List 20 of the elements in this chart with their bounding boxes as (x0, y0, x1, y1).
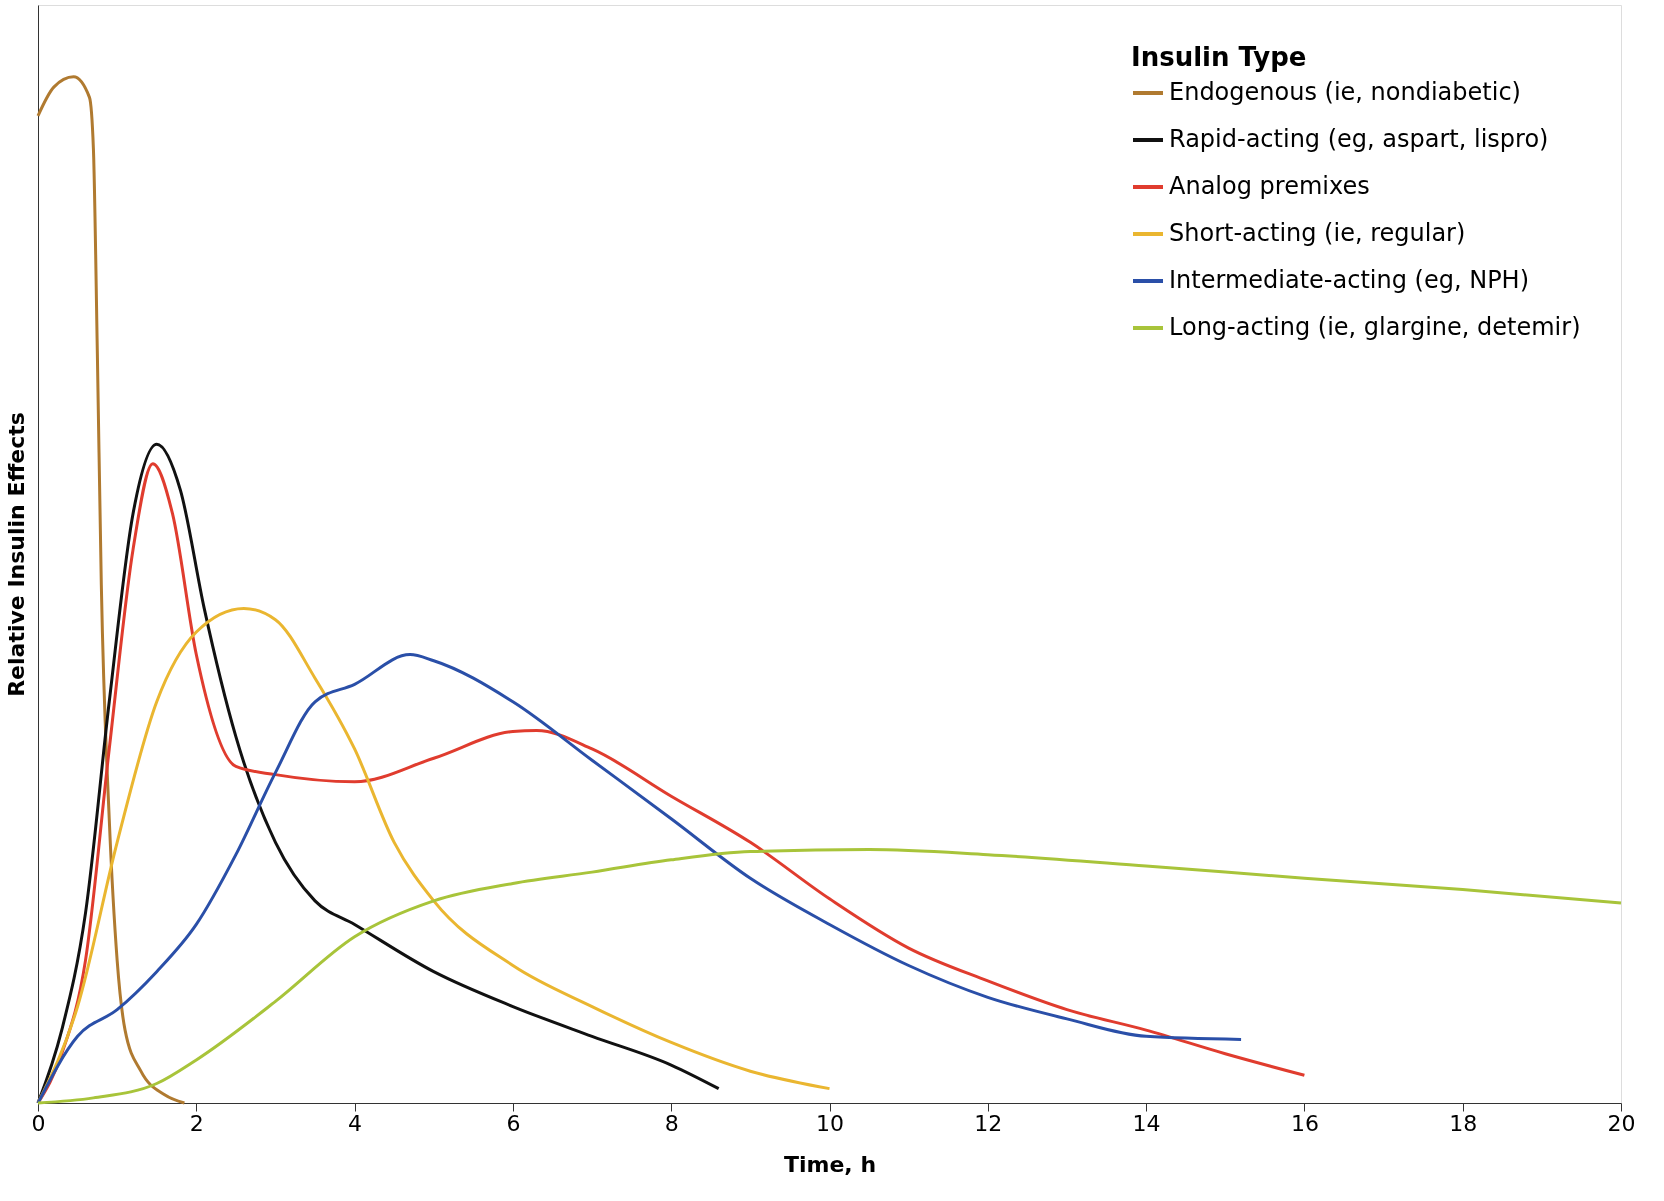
legend-label: Short-acting (ie, regular) (1169, 219, 1466, 247)
x-tick-label: 20 (1607, 1110, 1636, 1136)
x-tick-label: 12 (974, 1110, 1003, 1136)
x-axis-title: Time, h (783, 1151, 877, 1177)
legend-label: Rapid-acting (eg, aspart, lispro) (1169, 125, 1549, 153)
legend-label: Intermediate-acting (eg, NPH) (1169, 266, 1530, 294)
x-tick-label: 18 (1449, 1110, 1478, 1136)
legend-label: Analog premixes (1169, 172, 1370, 200)
x-tick-label: 8 (664, 1110, 679, 1136)
x-tick-label: 14 (1132, 1110, 1161, 1136)
x-tick-label: 4 (348, 1110, 363, 1136)
x-tick-label: 2 (189, 1110, 204, 1136)
legend-label: Long-acting (ie, glargine, detemir) (1169, 313, 1581, 341)
x-tick-label: 0 (31, 1110, 46, 1136)
y-axis-title: Relative Insulin Effects (3, 412, 29, 697)
x-tick-label: 16 (1290, 1110, 1319, 1136)
legend-label: Endogenous (ie, nondiabetic) (1169, 78, 1521, 106)
legend-title: Insulin Type (1131, 42, 1307, 72)
x-tick-label: 6 (506, 1110, 521, 1136)
x-tick-label: 10 (816, 1110, 844, 1136)
